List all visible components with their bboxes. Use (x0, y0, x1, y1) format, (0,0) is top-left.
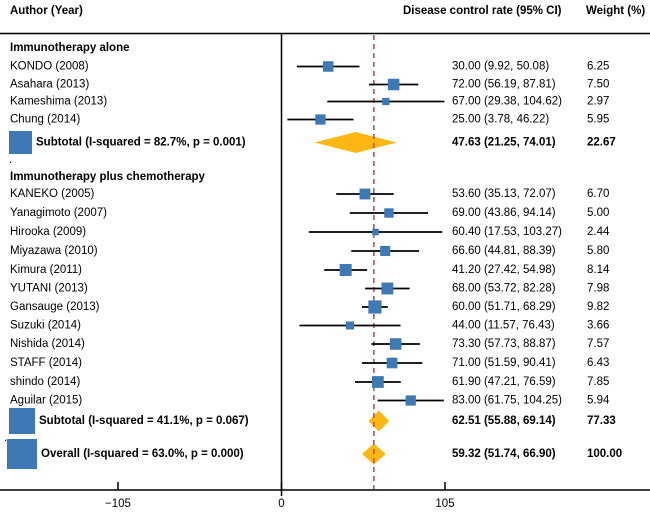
overall-weight-box (7, 439, 37, 469)
column-header-weight: Weight (%) (586, 5, 646, 17)
group-heading: Immunotherapy alone (10, 42, 130, 54)
weight-value: 6.70 (587, 188, 609, 200)
subtotal-diamond (368, 410, 390, 432)
effect-value: 41.20 (27.42, 54.98) (452, 264, 556, 276)
study-marker (384, 208, 394, 218)
weight-value: 6.25 (587, 61, 609, 73)
effect-value: 71.00 (51.59, 90.41) (452, 357, 556, 369)
study-marker (386, 357, 398, 369)
effect-value: 68.00 (53.72, 82.28) (452, 283, 556, 295)
subtotal-weight-box (9, 408, 35, 434)
study-marker (389, 338, 402, 350)
subtotal-label: Subtotal (I-squared = 41.1%, p = 0.067) (39, 415, 249, 427)
subtotal-weight-box (9, 131, 32, 154)
effect-value: 69.00 (43.86, 94.14) (452, 207, 556, 219)
effect-value: 73.30 (57.73, 88.87) (452, 338, 556, 350)
study-marker (315, 114, 326, 125)
study-marker (359, 188, 371, 200)
study-marker (382, 97, 390, 106)
weight-value: 2.44 (587, 226, 610, 238)
group-heading: Immunotherapy plus chemotherapy (10, 171, 206, 183)
study-marker (345, 321, 355, 330)
weight-value: 8.14 (587, 264, 610, 276)
weight-value: 9.82 (587, 301, 609, 313)
study-label: KANEKO (2005) (10, 188, 95, 200)
study-label: Yanagimoto (2007) (10, 207, 107, 219)
study-label: Kimura (2011) (10, 264, 82, 276)
column-header-effect: Disease control rate (95% CI) (403, 5, 562, 17)
subtotal-weight-value: 77.33 (587, 415, 616, 427)
subtotal-diamond (314, 132, 397, 153)
effect-value: 30.00 (9.92, 50.08) (452, 61, 549, 73)
study-label: Chung (2014) (10, 114, 80, 126)
subtotal-effect-value: 62.51 (55.88, 69.14) (452, 415, 556, 427)
study-marker (368, 300, 382, 314)
group-separator-dot: . (9, 154, 12, 166)
axis-tick-label: 0 (278, 498, 284, 510)
weight-value: 5.00 (587, 207, 609, 219)
weight-value: 5.95 (587, 114, 609, 126)
study-marker (380, 245, 391, 257)
study-marker (405, 395, 416, 406)
overall-weight-value: 100.00 (587, 448, 622, 460)
weight-value: 7.50 (587, 79, 609, 91)
weight-value: 7.57 (587, 338, 609, 350)
weight-value: 3.66 (587, 320, 609, 332)
study-marker (372, 228, 379, 236)
group-separator-dot: . (4, 432, 7, 444)
study-label: shindo (2014) (10, 376, 80, 388)
subtotal-weight-value: 22.67 (587, 137, 616, 149)
study-label: YUTANI (2013) (10, 283, 88, 295)
study-marker (387, 78, 400, 91)
study-label: Gansauge (2013) (10, 301, 100, 313)
subtotal-effect-value: 47.63 (21.25, 74.01) (452, 137, 556, 149)
study-label: Aguilar (2015) (10, 395, 82, 407)
axis-tick-label: 105 (435, 498, 454, 510)
study-label: Miyazawa (2010) (10, 245, 98, 257)
weight-value: 5.94 (587, 395, 610, 407)
study-marker (381, 282, 394, 295)
study-label: Kameshima (2013) (10, 96, 107, 108)
effect-value: 53.60 (35.13, 72.07) (452, 188, 556, 200)
subtotal-label: Subtotal (I-squared = 82.7%, p = 0.001) (36, 137, 246, 149)
weight-value: 2.97 (587, 96, 609, 108)
overall-effect-value: 59.32 (51.74, 66.90) (452, 448, 556, 460)
effect-value: 83.00 (61.75, 104.25) (452, 395, 562, 407)
effect-value: 72.00 (56.19, 87.81) (452, 79, 556, 91)
weight-value: 7.98 (587, 283, 609, 295)
axis-tick-label: −105 (105, 498, 131, 510)
overall-label: Overall (I-squared = 63.0%, p = 0.000) (41, 448, 244, 460)
effect-value: 67.00 (29.38, 104.62) (452, 96, 562, 108)
weight-value: 6.43 (587, 357, 609, 369)
column-header-author: Author (Year) (10, 5, 83, 17)
effect-value: 66.60 (44.81, 88.39) (452, 245, 556, 257)
weight-value: 5.80 (587, 245, 609, 257)
effect-value: 61.90 (47.21, 76.59) (452, 376, 556, 388)
study-marker (372, 376, 384, 388)
effect-value: 60.40 (17.53, 103.27) (452, 226, 562, 238)
study-label: Hirooka (2009) (10, 226, 86, 238)
study-label: KONDO (2008) (10, 61, 89, 73)
study-label: Suzuki (2014) (10, 320, 81, 332)
effect-value: 44.00 (11.57, 76.43) (452, 320, 555, 332)
study-label: Asahara (2013) (10, 79, 89, 91)
effect-value: 60.00 (51.71, 68.29) (452, 301, 556, 313)
study-label: STAFF (2014) (10, 357, 82, 369)
weight-value: 7.85 (587, 376, 609, 388)
study-label: Nishida (2014) (10, 338, 85, 350)
effect-value: 25.00 (3.78, 46.22) (452, 114, 549, 126)
overall-diamond (362, 443, 386, 465)
study-marker (339, 264, 352, 276)
study-marker (322, 61, 334, 72)
